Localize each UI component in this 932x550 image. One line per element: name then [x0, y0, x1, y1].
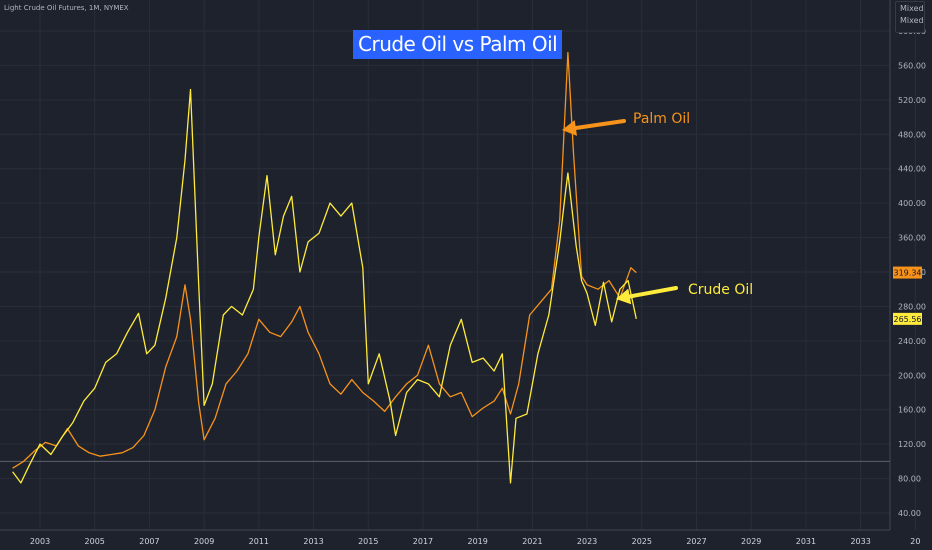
last-value-label: 319.34 [894, 269, 922, 278]
arrow-crude-oil-shaft [627, 286, 678, 299]
last-value-badge [893, 312, 922, 325]
chart-title: Crude Oil vs Palm Oil [353, 30, 563, 59]
x-tick-label: 2017 [413, 537, 433, 546]
scale-mode-label[interactable]: Mixed [900, 16, 924, 25]
y-tick-label: 200.00 [898, 371, 926, 380]
y-tick-label: 40.00 [898, 509, 921, 518]
x-tick-label: 2023 [577, 537, 597, 546]
series-line-palm-oil [12, 51, 637, 469]
x-axis-labels: 2003 2005 2007 2009 2011 2013 2015 2017 2019 2021… [30, 537, 921, 546]
x-tick-label: 2011 [249, 537, 269, 546]
last-value-badge [893, 266, 922, 279]
grid-lines [0, 0, 916, 531]
x-tick-label: 2025 [632, 537, 652, 546]
y-tick-label: 120.00 [898, 440, 926, 449]
y-tick-label: 360.00 [898, 234, 926, 243]
last-value-label: 265.56 [894, 315, 922, 324]
annotation-arrows [562, 119, 678, 305]
x-tick-label: 2007 [139, 537, 159, 546]
scale-mode-box[interactable]: Mixed Mixed [895, 1, 925, 33]
arrow-palm-oil-shaft [573, 119, 626, 130]
y-tick-label: 280.00 [898, 302, 926, 311]
arrow-crude-oil-head [616, 288, 632, 305]
x-tick-label: 2027 [686, 537, 706, 546]
x-tick-label: 2033 [850, 537, 870, 546]
series-lines [12, 51, 637, 484]
last-value-labels: 319.34 265.56 [893, 266, 922, 325]
annotation-crude-oil: Crude Oil [688, 282, 754, 298]
x-tick-label: 20 [910, 537, 920, 546]
x-tick-label: 2015 [358, 537, 378, 546]
y-tick-label: 480.00 [898, 130, 926, 139]
x-tick-label: 2031 [796, 537, 816, 546]
scale-mode-label[interactable]: Mixed [900, 4, 924, 13]
y-tick-label: 520.00 [898, 96, 926, 105]
y-tick-label: 240.00 [898, 337, 926, 346]
y-tick-label: 440.00 [898, 165, 926, 174]
x-tick-label: 2021 [522, 537, 542, 546]
x-tick-label: 2005 [85, 537, 105, 546]
arrow-palm-oil-head [562, 120, 577, 136]
x-tick-label: 2029 [741, 537, 761, 546]
annotation-palm-oil: Palm Oil [633, 111, 691, 127]
symbol-label: Light Crude Oil Futures, 1M, NYMEX [4, 4, 129, 12]
y-tick-label: 400.00 [898, 199, 926, 208]
x-tick-label: 2003 [30, 537, 50, 546]
y-tick-label: 160.00 [898, 406, 926, 415]
y-tick-label: 560.00 [898, 61, 926, 70]
x-tick-label: 2009 [194, 537, 214, 546]
x-tick-label: 2019 [467, 537, 487, 546]
series-line-crude-oil [12, 88, 637, 484]
x-tick-label: 2013 [303, 537, 323, 546]
y-tick-label: 80.00 [898, 475, 921, 484]
